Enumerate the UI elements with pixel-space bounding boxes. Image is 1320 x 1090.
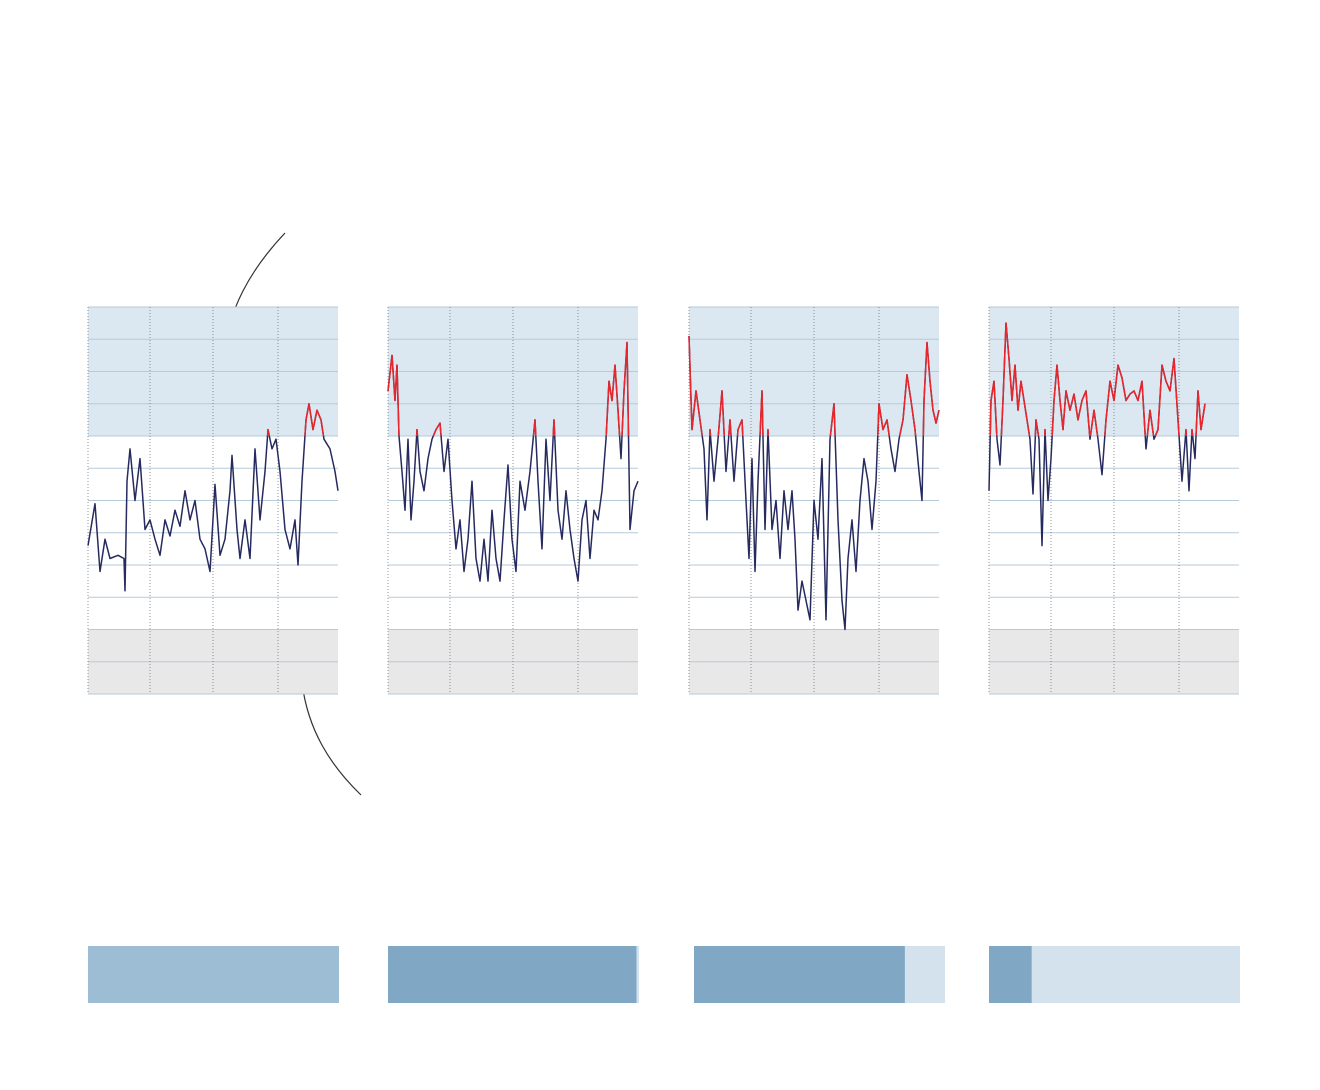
bar (989, 946, 1032, 1003)
line-highlight (688, 335, 940, 436)
line (387, 341, 639, 582)
panel (387, 306, 639, 695)
bar (694, 946, 905, 1003)
panel (688, 306, 940, 695)
line (87, 403, 339, 592)
line-highlight (989, 322, 1206, 436)
panel (87, 306, 339, 695)
bar (388, 946, 637, 1003)
annotation-arrow (302, 683, 362, 796)
bar (88, 946, 339, 1003)
panel (988, 306, 1239, 695)
